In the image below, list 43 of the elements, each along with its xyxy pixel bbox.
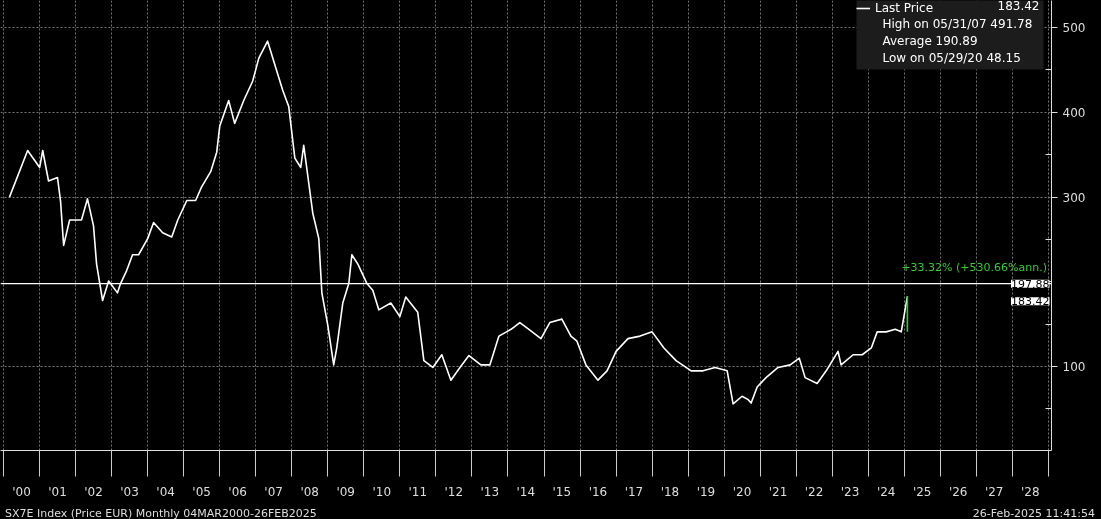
text: SX7E Index (Price EUR) Monthly 04MAR2000-26FEB2025 [5, 506, 317, 519]
y-tick-label: 500 [1062, 21, 1086, 36]
x-tick-label: '18 [660, 484, 680, 499]
x-tick-label: '06 [228, 484, 247, 499]
y-tick-label: 400 [1062, 105, 1086, 120]
x-tick-label: '12 [444, 484, 464, 499]
y-tick-label: 100 [1062, 360, 1086, 375]
y-tick-label: 300 [1062, 190, 1086, 205]
x-tick-label: '19 [696, 484, 716, 499]
x-tick-label: '21 [768, 484, 788, 499]
x-tick-label: '15 [552, 484, 572, 499]
x-tick-label: '20 [732, 484, 752, 499]
x-tick-label: '03 [120, 484, 139, 499]
x-tick-label: '11 [408, 484, 428, 499]
annotation: 183.42 [1011, 295, 1050, 309]
x-tick-label: '17 [624, 484, 644, 499]
x-tick-label: '27 [984, 484, 1004, 499]
x-tick-label: '00 [12, 484, 31, 499]
annotation: +33.32% (+530.66%ann.) [901, 260, 1047, 274]
x-tick-label: '05 [192, 484, 211, 499]
x-tick-label: '23 [840, 484, 860, 499]
x-tick-label: '25 [912, 484, 932, 499]
x-tick-label: '09 [336, 484, 356, 499]
x-tick-label: '14 [516, 484, 536, 499]
annotation: Low on 05/29/20 48.15 [882, 50, 1021, 65]
x-tick-label: '02 [84, 484, 103, 499]
x-tick-label: '01 [48, 484, 67, 499]
annotation: 183.42 [997, 0, 1040, 13]
x-tick-label: '16 [588, 484, 608, 499]
x-tick-label: '28 [1021, 484, 1040, 499]
annotation: High on 05/31/07 491.78 [882, 16, 1033, 31]
legend-label: Last Price [875, 1, 935, 15]
x-tick-label: '26 [948, 484, 968, 499]
x-tick-label: '04 [156, 484, 175, 499]
x-tick-label: '22 [804, 484, 824, 499]
ref-line-label: 197.88 [1011, 277, 1050, 291]
annotation: Average 190.89 [882, 33, 978, 48]
text: 26-Feb-2025 11:41:54 [972, 506, 1095, 519]
x-tick-label: '07 [264, 484, 283, 499]
x-tick-label: '13 [480, 484, 500, 499]
x-tick-label: '08 [300, 484, 320, 499]
x-tick-label: '10 [372, 484, 392, 499]
x-tick-label: '24 [876, 484, 896, 499]
